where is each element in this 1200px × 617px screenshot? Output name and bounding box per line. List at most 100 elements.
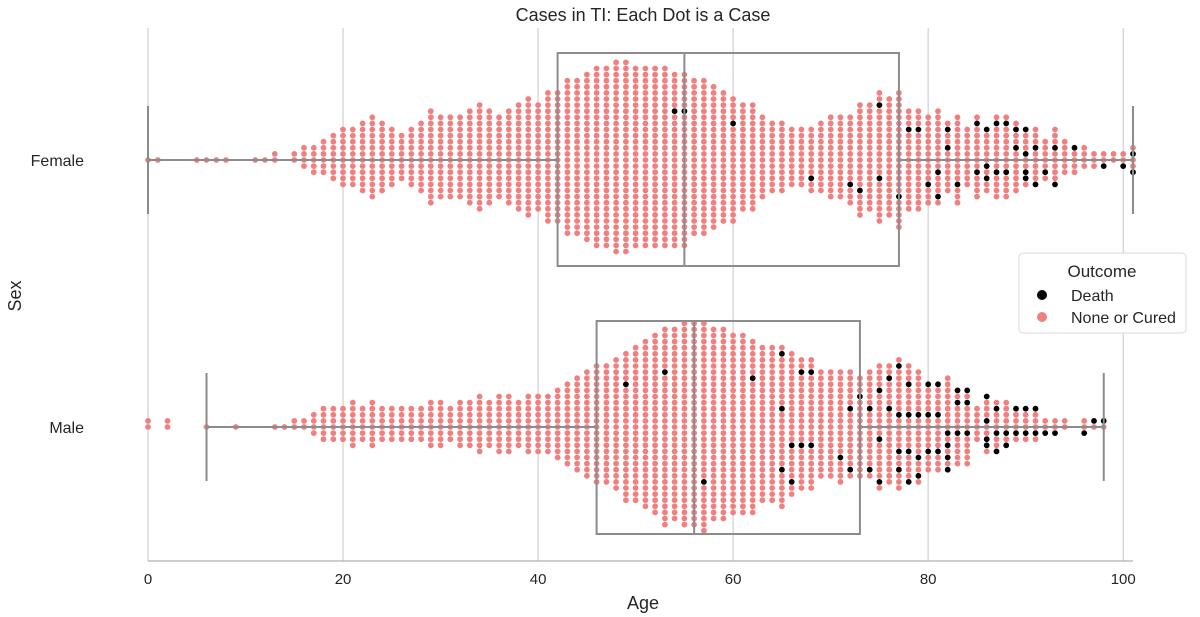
point-male-cured (701, 527, 707, 534)
point-male-cured (779, 497, 785, 504)
point-male-cured (652, 472, 658, 479)
point-female-cured (593, 114, 600, 121)
point-male-cured (340, 418, 346, 424)
point-female-cured (905, 132, 912, 139)
legend-cured-marker (1037, 312, 1047, 322)
point-female-cured (905, 114, 912, 121)
point-male-cured (808, 405, 815, 412)
point-male-death (954, 430, 961, 436)
point-female-cured (408, 181, 415, 188)
point-male-cured (505, 436, 512, 443)
point-male-cured (574, 442, 580, 449)
point-female-cured (837, 114, 844, 121)
point-male-cured (720, 466, 727, 473)
point-female-cured (652, 90, 658, 96)
point-female-cured (808, 157, 815, 163)
point-male-cured (476, 430, 483, 436)
point-female-cured (701, 151, 707, 157)
point-male-cured (476, 393, 483, 400)
point-female-death (915, 126, 922, 133)
point-male-cured (896, 418, 902, 424)
point-female-cured (574, 144, 580, 151)
point-male-cured (769, 454, 776, 461)
point-male-cured (603, 460, 610, 467)
point-female-cured (623, 187, 629, 194)
point-female-cured (418, 126, 424, 133)
point-female-cured (613, 181, 619, 188)
point-male-cured (788, 460, 795, 467)
point-female-cured (974, 126, 980, 133)
point-female-cured (847, 175, 854, 182)
point-male-cured (662, 521, 668, 528)
point-male-cured (749, 466, 756, 473)
point-female-cured (418, 175, 424, 182)
point-male-cured (808, 375, 815, 382)
point-male-cured (584, 436, 590, 443)
point-male-cured (964, 442, 971, 449)
point-female-cured (427, 193, 434, 200)
point-female-cured (779, 157, 785, 163)
point-female-cured (827, 126, 834, 133)
point-male-cured (730, 424, 736, 430)
point-male-cured (740, 460, 746, 467)
point-male-cured (554, 436, 561, 443)
point-female-cured (564, 108, 571, 115)
point-female-cured (496, 169, 502, 176)
point-male-cured (564, 448, 571, 455)
point-female-cured (886, 138, 893, 145)
point-male-cured (925, 460, 932, 467)
point-female-cured (710, 120, 717, 127)
point-male-cured (759, 460, 766, 467)
point-female-cured (915, 114, 922, 121)
point-male-cured (740, 393, 746, 400)
point-female-cured (574, 163, 580, 170)
point-female-cured (964, 175, 971, 182)
point-female-cured (691, 126, 697, 133)
point-male-cured (905, 405, 912, 412)
point-male-cured (505, 411, 512, 418)
point-male-cured (837, 411, 844, 418)
point-male-cured (408, 430, 415, 436)
point-male-cured (662, 357, 668, 363)
point-female-cured (1013, 132, 1019, 139)
point-male-cured (720, 375, 727, 382)
point-female-cured (740, 169, 746, 176)
point-female-cured (749, 151, 756, 157)
point-female-cured (398, 163, 405, 170)
point-male-cured (876, 472, 883, 479)
point-female-cured (574, 90, 580, 96)
point-male-cured (545, 436, 551, 443)
point-female-cured (701, 120, 707, 127)
point-male-cured (808, 460, 815, 467)
point-female-cured (944, 120, 951, 127)
point-male-death (779, 466, 785, 473)
point-female-cured (964, 144, 971, 151)
point-female-cured (691, 230, 697, 237)
point-male-cured (710, 344, 717, 351)
point-female-cured (876, 163, 883, 170)
point-female-cured (437, 175, 444, 182)
point-female-cured (603, 132, 610, 139)
point-male-cured (749, 381, 756, 388)
point-female-cured (525, 181, 532, 188)
point-male-cured (662, 381, 668, 388)
point-male-cured (798, 479, 805, 485)
point-male-cured (574, 418, 580, 424)
point-male-cured (769, 369, 776, 375)
point-female-cured (818, 169, 824, 176)
point-male-cured (896, 430, 902, 436)
point-male-cured (759, 375, 766, 382)
point-female-cured (632, 169, 639, 176)
point-male-death (623, 381, 629, 388)
point-male-cured (788, 466, 795, 473)
point-male-cured (837, 430, 844, 436)
point-female-cured (720, 151, 727, 157)
point-female-cured (740, 144, 746, 151)
point-male-cured (798, 430, 805, 436)
point-male-cured (827, 405, 834, 412)
point-female-cured (905, 144, 912, 151)
point-male-cured (662, 424, 668, 430)
point-female-cured (720, 102, 727, 108)
point-female-cured (291, 151, 298, 157)
point-male-cured (710, 387, 717, 394)
